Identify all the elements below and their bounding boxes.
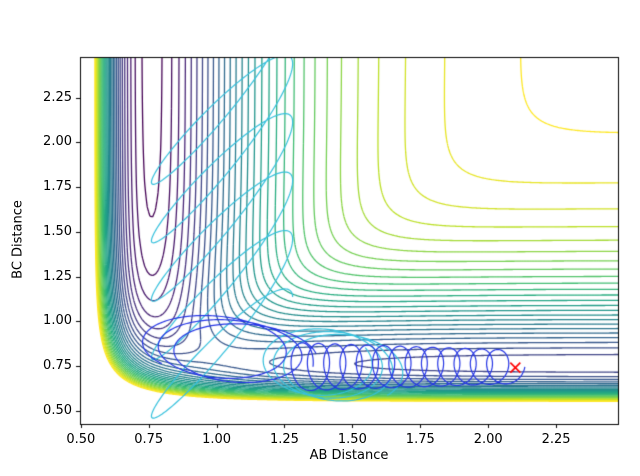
x-axis-label: AB Distance — [309, 448, 389, 463]
y-axis-label: BC Distance — [10, 200, 26, 279]
